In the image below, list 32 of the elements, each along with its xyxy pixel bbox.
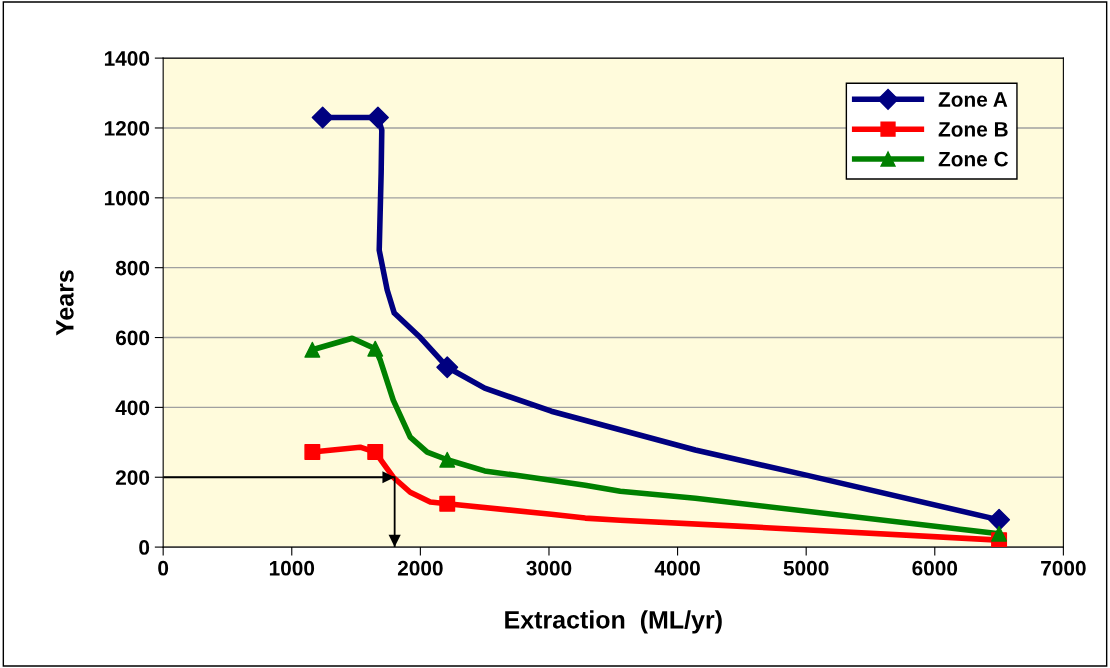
point [439, 451, 456, 468]
point [991, 525, 1008, 542]
point [988, 508, 1011, 531]
y-axis-title: Years [56, 270, 74, 336]
y-tick-label: 1000 [104, 190, 150, 206]
y-tick-label: 600 [115, 330, 150, 346]
x-tick-label: 0 [158, 560, 169, 576]
x-tick-label: 6000 [912, 560, 958, 576]
legend-label: Zone B [938, 122, 1008, 137]
x-tick-label: 1000 [269, 560, 315, 576]
x-axis-title: Extraction (ML/yr) [505, 610, 722, 634]
point [304, 341, 321, 358]
y-tick-label: 800 [115, 260, 150, 276]
point [311, 106, 334, 129]
y-tick-label: 200 [115, 470, 150, 485]
point [367, 444, 384, 461]
x-tick-label: 7000 [1041, 560, 1086, 576]
x-tick-label: 3000 [526, 560, 572, 576]
x-tick-label: 2000 [397, 560, 443, 576]
y-tick-label: 1400 [104, 51, 150, 66]
point [436, 356, 459, 379]
point [366, 106, 389, 129]
legend-label: Zone C [938, 151, 1009, 167]
point [367, 340, 384, 357]
y-tick-label: 400 [115, 400, 150, 416]
point [304, 444, 321, 461]
y-tick-label: 1200 [104, 120, 150, 136]
x-tick-label: 4000 [654, 560, 700, 576]
point [439, 495, 456, 512]
y-tick-label: 0 [139, 540, 150, 555]
legend-label: Zone A [938, 92, 1008, 107]
x-tick-label: 5000 [783, 560, 829, 576]
